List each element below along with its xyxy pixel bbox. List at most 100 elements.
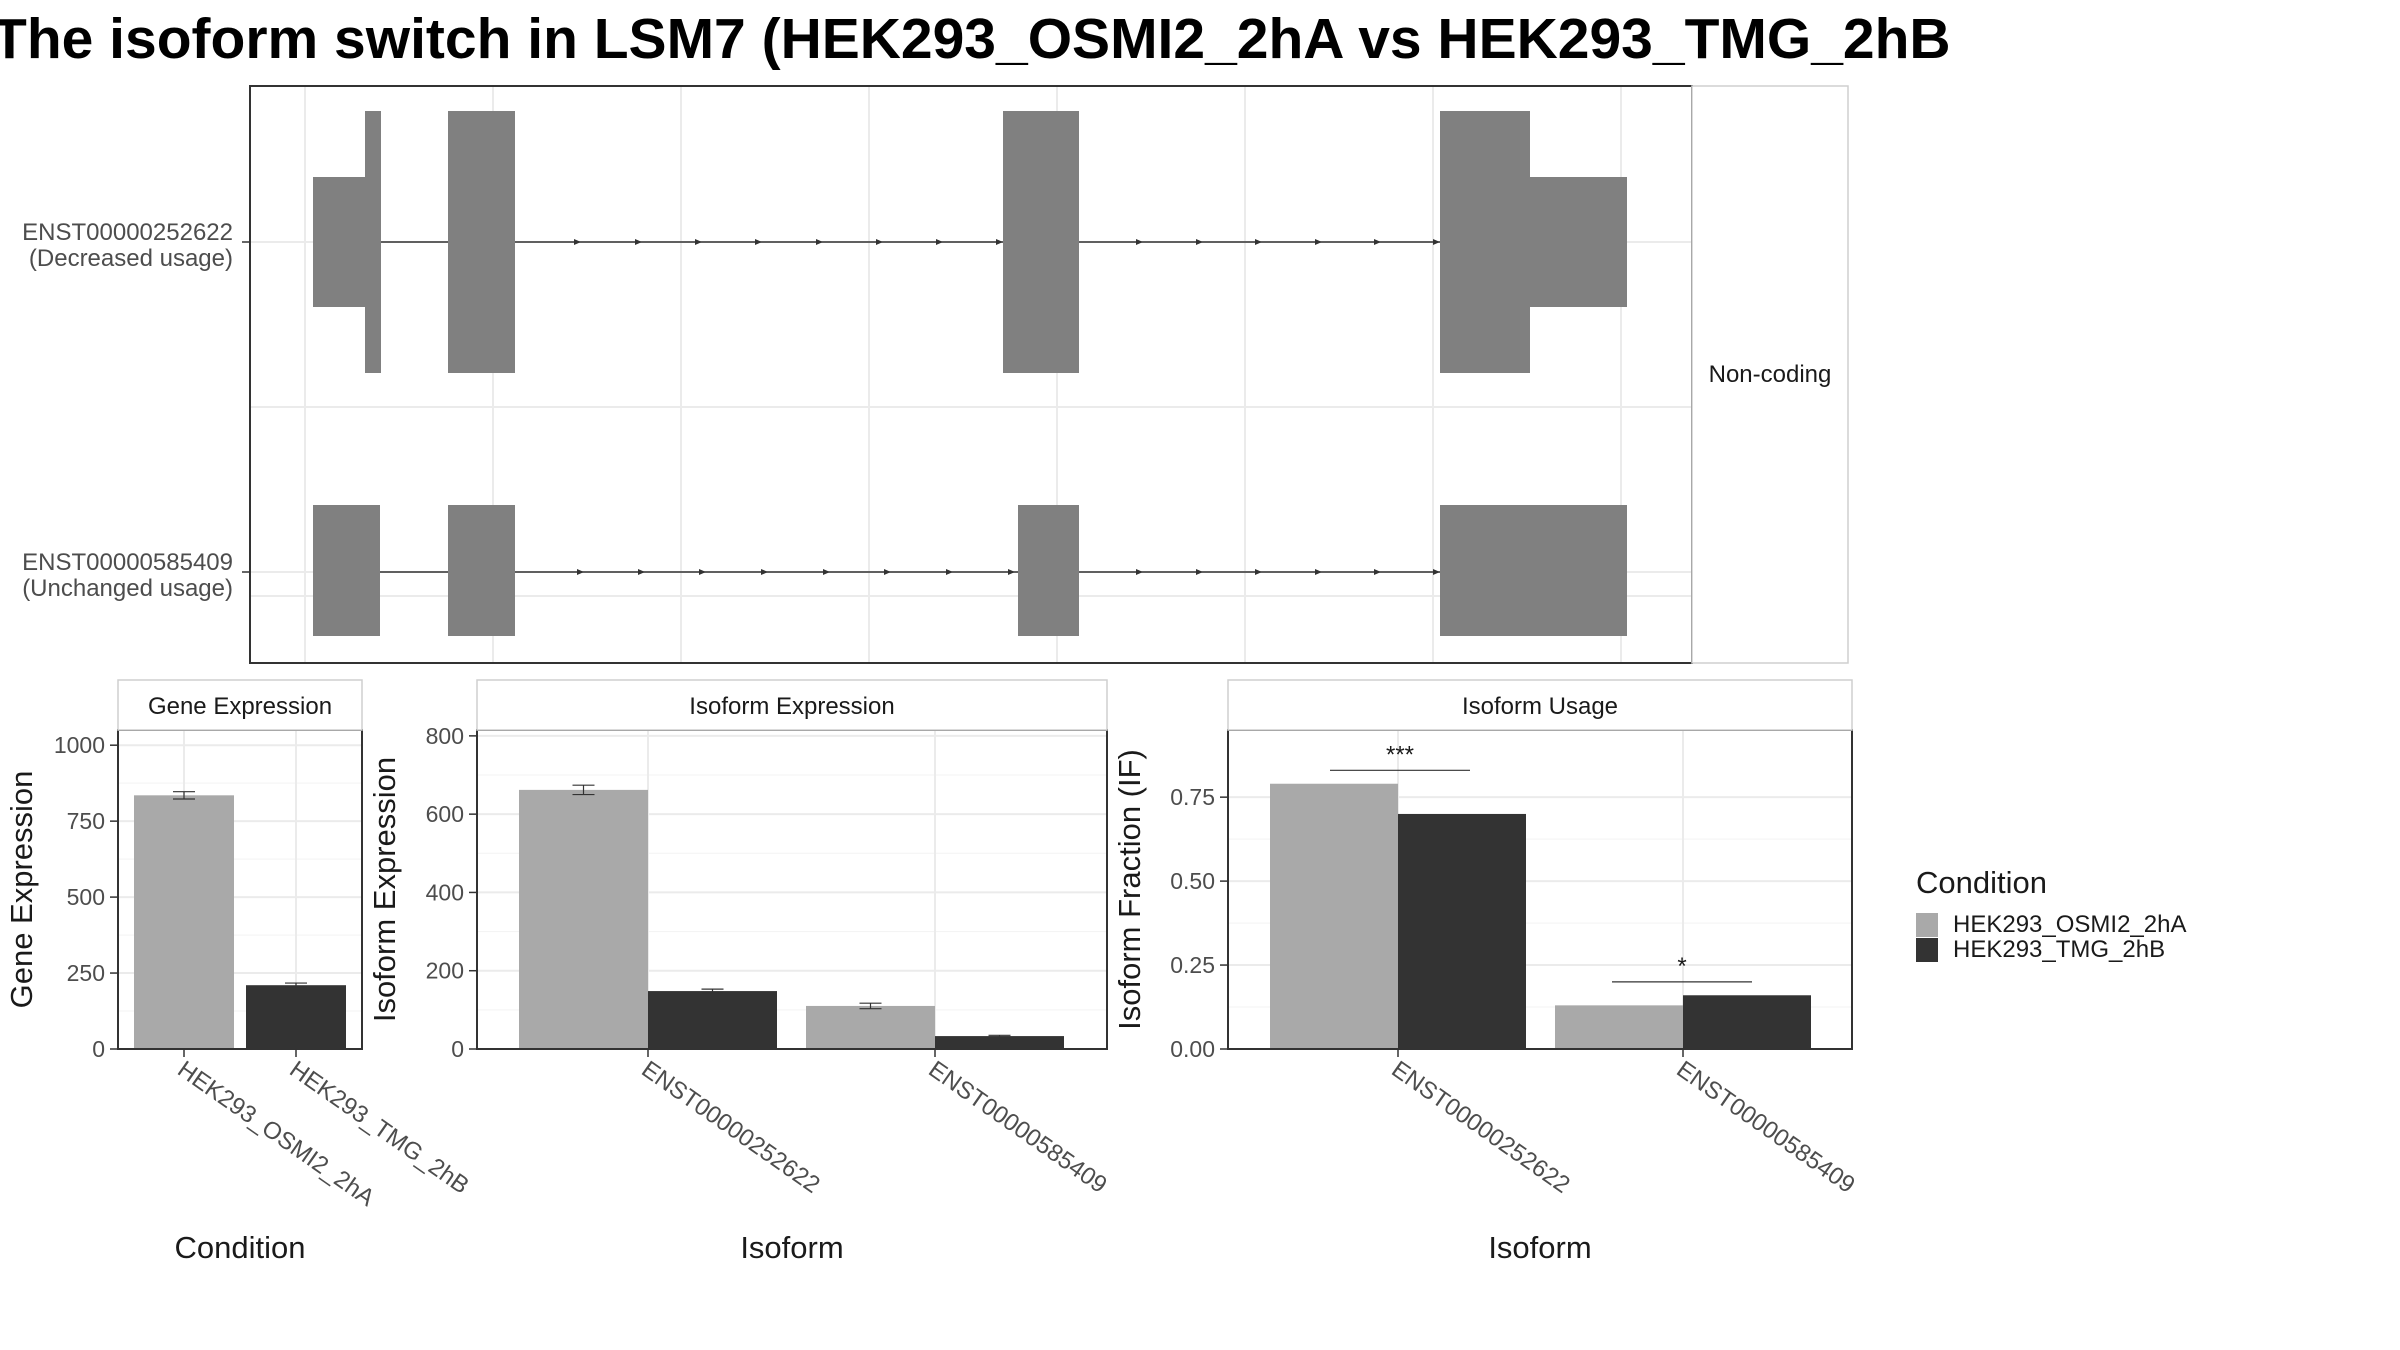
- exon-block: [1530, 177, 1627, 307]
- intron-arrow: [635, 239, 642, 245]
- strip-label-noncoding: Non-coding: [1709, 361, 1832, 388]
- strip-box: [1691, 85, 1849, 664]
- bar-isoform-expression-osmi2: [519, 789, 648, 1049]
- y-tick-label: 0.25: [1170, 952, 1215, 978]
- x-axis-title: Isoform: [740, 1230, 843, 1265]
- exon-block: [1440, 505, 1627, 636]
- intron-arrow: [1008, 569, 1015, 575]
- intron-arrow: [816, 239, 823, 245]
- intron-arrow: [876, 239, 883, 245]
- intron-arrow: [1315, 239, 1322, 245]
- intron-arrow: [936, 239, 943, 245]
- intron-arrow: [577, 569, 584, 575]
- intron-arrow: [1196, 569, 1203, 575]
- intron-arrow: [823, 569, 830, 575]
- x-tick-label: ENST00000585409: [924, 1056, 1112, 1199]
- exon-block: [448, 111, 515, 373]
- x-tick-label: HEK293_OSMI2_2hA: [173, 1056, 380, 1212]
- x-tick-label: ENST00000252622: [1387, 1056, 1575, 1199]
- bar-isoform-usage-osmi2: [1270, 783, 1398, 1049]
- transcript-label-usage: (Unchanged usage): [22, 575, 233, 602]
- y-tick-label: 0.75: [1170, 784, 1215, 810]
- gene-structure-panel: Non-coding ENST00000252622(Decreased usag…: [22, 85, 1849, 664]
- exon-block: [365, 111, 381, 373]
- intron-arrow: [574, 239, 581, 245]
- exon-block: [1018, 505, 1079, 636]
- chart-title: The isoform switch in LSM7 (HEK293_OSMI2…: [0, 7, 1951, 71]
- exon-block: [313, 177, 368, 307]
- bar-isoform-usage-tmg: [1398, 813, 1526, 1049]
- intron-arrow: [638, 569, 645, 575]
- isoform-expression-panel: Isoform Expression 0 200 400 600 800 ENST00000…: [367, 679, 1112, 1265]
- intron-arrow: [695, 239, 702, 245]
- y-tick-label: 250: [67, 960, 105, 986]
- legend-title: Condition: [1916, 865, 2047, 900]
- legend-item-label: HEK293_OSMI2_2hA: [1953, 911, 2186, 938]
- intron-arrow: [1136, 569, 1143, 575]
- legend-swatch: [1916, 913, 1938, 937]
- bar-gene-expression-tmg: [246, 985, 346, 1049]
- y-tick-label: 0.00: [1170, 1036, 1215, 1062]
- exon-block: [448, 505, 515, 636]
- intron-arrow: [1374, 239, 1381, 245]
- intron-arrow: [755, 239, 762, 245]
- strip-box: [476, 679, 1108, 731]
- significance-label: *: [1677, 953, 1686, 980]
- bar-isoform-expression-tmg: [648, 991, 777, 1049]
- y-tick-label: 800: [426, 723, 464, 749]
- panel-title: Isoform Expression: [689, 693, 894, 720]
- y-axis-title: Gene Expression: [4, 771, 39, 1009]
- intron-arrow: [699, 569, 706, 575]
- y-axis-title: Isoform Expression: [367, 757, 402, 1022]
- isoform-usage-panel: Isoform Usage 0.00 0.25 0.50 0.75 ENST0000025…: [1112, 679, 1860, 1265]
- exon-block: [1440, 111, 1530, 373]
- intron-arrow: [1196, 239, 1203, 245]
- transcript-label-id: ENST00000252622: [22, 219, 233, 246]
- intron-arrow: [996, 239, 1003, 245]
- x-axis-title: Condition: [175, 1230, 306, 1265]
- exon-block: [313, 505, 380, 636]
- transcript-label-usage: (Decreased usage): [29, 245, 233, 272]
- x-tick-label: ENST00000252622: [637, 1056, 825, 1199]
- y-tick-label: 0: [92, 1036, 105, 1062]
- panel-title: Gene Expression: [148, 693, 332, 720]
- y-tick-label: 400: [426, 879, 464, 905]
- legend-item-label: HEK293_TMG_2hB: [1953, 936, 2165, 963]
- panel-title: Isoform Usage: [1462, 693, 1618, 720]
- intron-arrow: [884, 569, 891, 575]
- intron-arrow: [946, 569, 953, 575]
- y-tick-label: 0: [451, 1036, 464, 1062]
- bar-isoform-usage-tmg: [1683, 995, 1811, 1049]
- intron-arrow: [761, 569, 768, 575]
- strip-box: [117, 679, 363, 731]
- y-tick-label: 500: [67, 884, 105, 910]
- x-tick-label: ENST00000585409: [1672, 1056, 1860, 1199]
- x-axis-title: Isoform: [1488, 1230, 1591, 1265]
- intron-arrow: [1136, 239, 1143, 245]
- intron-arrow: [1433, 569, 1440, 575]
- legend-swatch: [1916, 938, 1938, 962]
- strip-box: [1227, 679, 1853, 731]
- intron-arrow: [1315, 569, 1322, 575]
- intron-arrow: [1255, 569, 1262, 575]
- y-tick-label: 600: [426, 801, 464, 827]
- significance-label: ***: [1386, 741, 1414, 768]
- bar-isoform-expression-tmg: [935, 1036, 1064, 1049]
- bar-isoform-usage-osmi2: [1555, 1005, 1683, 1049]
- y-tick-label: 1000: [54, 732, 105, 758]
- y-tick-label: 200: [426, 958, 464, 984]
- transcript-label-id: ENST00000585409: [22, 549, 233, 576]
- exon-block: [1003, 111, 1079, 373]
- x-tick-label: HEK293_TMG_2hB: [285, 1056, 474, 1200]
- intron-arrow: [1374, 569, 1381, 575]
- bar-gene-expression-osmi2: [134, 795, 234, 1049]
- intron-arrow: [1255, 239, 1262, 245]
- gene-expression-panel: Gene Expression 0 250 500 750 1000 HEK293_OSMI…: [4, 679, 474, 1265]
- y-tick-label: 0.50: [1170, 868, 1215, 894]
- bar-isoform-expression-osmi2: [806, 1005, 935, 1049]
- y-axis-title: Isoform Fraction (IF): [1112, 749, 1147, 1030]
- y-tick-label: 750: [67, 808, 105, 834]
- intron-arrow: [1433, 239, 1440, 245]
